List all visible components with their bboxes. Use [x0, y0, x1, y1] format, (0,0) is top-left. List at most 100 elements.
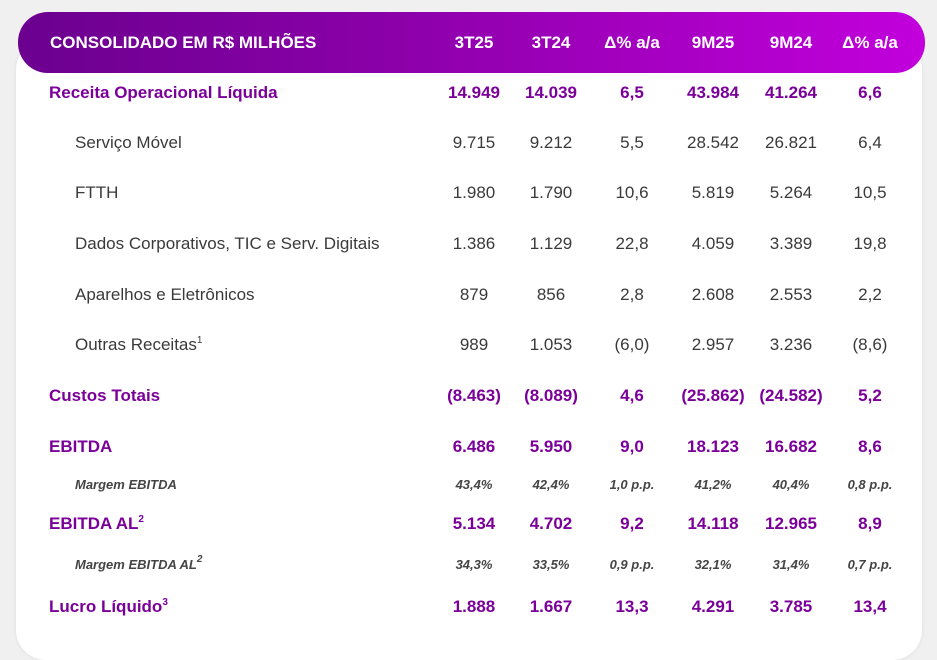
row-label: FTTH [75, 178, 118, 208]
footnote-marker: 2 [138, 514, 144, 525]
cell-value: 41.264 [765, 83, 817, 102]
row-label-text: Serviço Móvel [75, 133, 182, 152]
cell-value: 41,2% [694, 477, 732, 492]
cell-value: 856 [536, 285, 566, 304]
cell-value: 5,5 [620, 133, 644, 152]
row-label-text: EBITDA AL [49, 514, 139, 533]
header-col-3t24: 3T24 [531, 33, 571, 52]
cell-value: 0,7 p.p. [847, 557, 893, 572]
row-label-text: Dados Corporativos, TIC e Serv. Digitais [75, 234, 380, 253]
cell-value: 3.389 [769, 234, 813, 253]
footnote-marker: 1 [196, 335, 203, 346]
table-row: Receita Operacional Líquida 14.949 14.039 6… [0, 78, 937, 108]
cell-value: 42,4% [532, 477, 570, 492]
row-label-text: Receita Operacional Líquida [49, 83, 278, 102]
table-row: Margem EBITDA AL2 34,3% 33,5% 0,9 p.p. 32,1%… [0, 550, 937, 580]
row-label-text: Margem EBITDA [75, 477, 177, 492]
row-label: Dados Corporativos, TIC e Serv. Digitais [75, 229, 380, 259]
table-row: Margem EBITDA 43,4% 42,4% 1,0 p.p. 41,2% 40,4… [0, 470, 937, 500]
cell-value: (6,0) [614, 335, 650, 354]
table-row: Serviço Móvel 9.715 9.212 5,5 28.542 26.821 6,… [0, 128, 937, 158]
row-label-text: FTTH [75, 183, 119, 202]
cell-value: 6,4 [858, 133, 882, 152]
cell-value: 14.118 [687, 514, 739, 533]
cell-value: (8.089) [524, 386, 578, 405]
cell-value: 9,2 [620, 514, 644, 533]
cell-value: 6.486 [452, 437, 496, 456]
cell-value: (8.463) [447, 386, 501, 405]
table-row: Custos Totais (8.463) (8.089) 4,6 (25.862) (2… [0, 381, 937, 411]
row-label-text: Aparelhos e Eletrônicos [75, 285, 255, 304]
cell-value: 5.264 [769, 183, 813, 202]
table-row: EBITDA AL2 5.134 4.702 9,2 14.118 12.965 8,9 [0, 509, 937, 539]
row-label: Aparelhos e Eletrônicos [75, 280, 255, 310]
cell-value: (25.862) [681, 386, 745, 405]
cell-value: 2.608 [691, 285, 735, 304]
cell-value: 9.715 [452, 133, 496, 152]
cell-value: 33,5% [532, 557, 570, 572]
cell-value: 1.129 [529, 234, 573, 253]
table-row: FTTH 1.980 1.790 10,6 5.819 5.264 10,5 [0, 178, 937, 208]
row-label: Margem EBITDA AL2 [75, 550, 202, 580]
cell-value: 14.039 [525, 83, 577, 102]
cell-value: 6,6 [858, 83, 882, 102]
cell-value: 3.785 [769, 597, 813, 616]
cell-value: 1.790 [529, 183, 573, 202]
cell-value: 22,8 [615, 234, 649, 253]
row-label-text: Custos Totais [49, 386, 161, 405]
cell-value: 1.888 [452, 597, 496, 616]
cell-value: 0,9 p.p. [609, 557, 655, 572]
cell-value: 10,6 [615, 183, 649, 202]
row-label: EBITDA [49, 432, 112, 462]
cell-value: 43,4% [455, 477, 493, 492]
cell-value: 4.291 [691, 597, 735, 616]
row-label: Outras Receitas1 [75, 330, 202, 360]
table-header: CONSOLIDADO EM R$ MILHÕES 3T25 3T24 Δ% a… [18, 12, 925, 73]
cell-value: 4,6 [620, 386, 644, 405]
row-label: Margem EBITDA [75, 470, 177, 500]
table-row: EBITDA 6.486 5.950 9,0 18.123 16.682 8,6 [0, 432, 937, 462]
cell-value: 18.123 [687, 437, 739, 456]
cell-value: 34,3% [455, 557, 493, 572]
cell-value: 1.386 [452, 234, 496, 253]
cell-value: 9,0 [620, 437, 644, 456]
row-label: EBITDA AL2 [49, 509, 144, 539]
cell-value: 5,2 [858, 386, 882, 405]
cell-value: 40,4% [772, 477, 810, 492]
cell-value: 13,4 [853, 597, 887, 616]
cell-value: 4.059 [691, 234, 735, 253]
cell-value: 2,2 [858, 285, 882, 304]
cell-value: 32,1% [694, 557, 732, 572]
cell-value: 8,9 [858, 514, 882, 533]
cell-value: 1,0 p.p. [609, 477, 655, 492]
cell-value: 3.236 [769, 335, 813, 354]
cell-value: 2,8 [620, 285, 644, 304]
cell-value: 2.553 [769, 285, 813, 304]
cell-value: 12.965 [765, 514, 817, 533]
row-label: Serviço Móvel [75, 128, 182, 158]
footnote-marker: 2 [196, 554, 203, 565]
cell-value: 43.984 [687, 83, 739, 102]
row-label-text: EBITDA [49, 437, 113, 456]
cell-value: 5.819 [691, 183, 735, 202]
cell-value: 13,3 [615, 597, 649, 616]
row-label-text: Outras Receitas [75, 335, 197, 354]
cell-value: (8,6) [852, 335, 888, 354]
row-label: Lucro Líquido3 [49, 592, 168, 622]
cell-value: 0,8 p.p. [847, 477, 893, 492]
cell-value: 989 [459, 335, 489, 354]
cell-value: 28.542 [687, 133, 739, 152]
cell-value: 6,5 [620, 83, 644, 102]
cell-value: 26.821 [765, 133, 817, 152]
header-col-3t25: 3T25 [454, 33, 494, 52]
cell-value: 8,6 [858, 437, 882, 456]
cell-value: (24.582) [759, 386, 823, 405]
table-row: Aparelhos e Eletrônicos 879 856 2,8 2.608 2.5… [0, 280, 937, 310]
cell-value: 1.053 [529, 335, 573, 354]
cell-value: 10,5 [853, 183, 887, 202]
cell-value: 5.950 [529, 437, 573, 456]
cell-value: 2.957 [691, 335, 735, 354]
header-title: CONSOLIDADO EM R$ MILHÕES [50, 33, 317, 52]
cell-value: 14.949 [448, 83, 500, 102]
row-label-text: Lucro Líquido [49, 597, 163, 616]
